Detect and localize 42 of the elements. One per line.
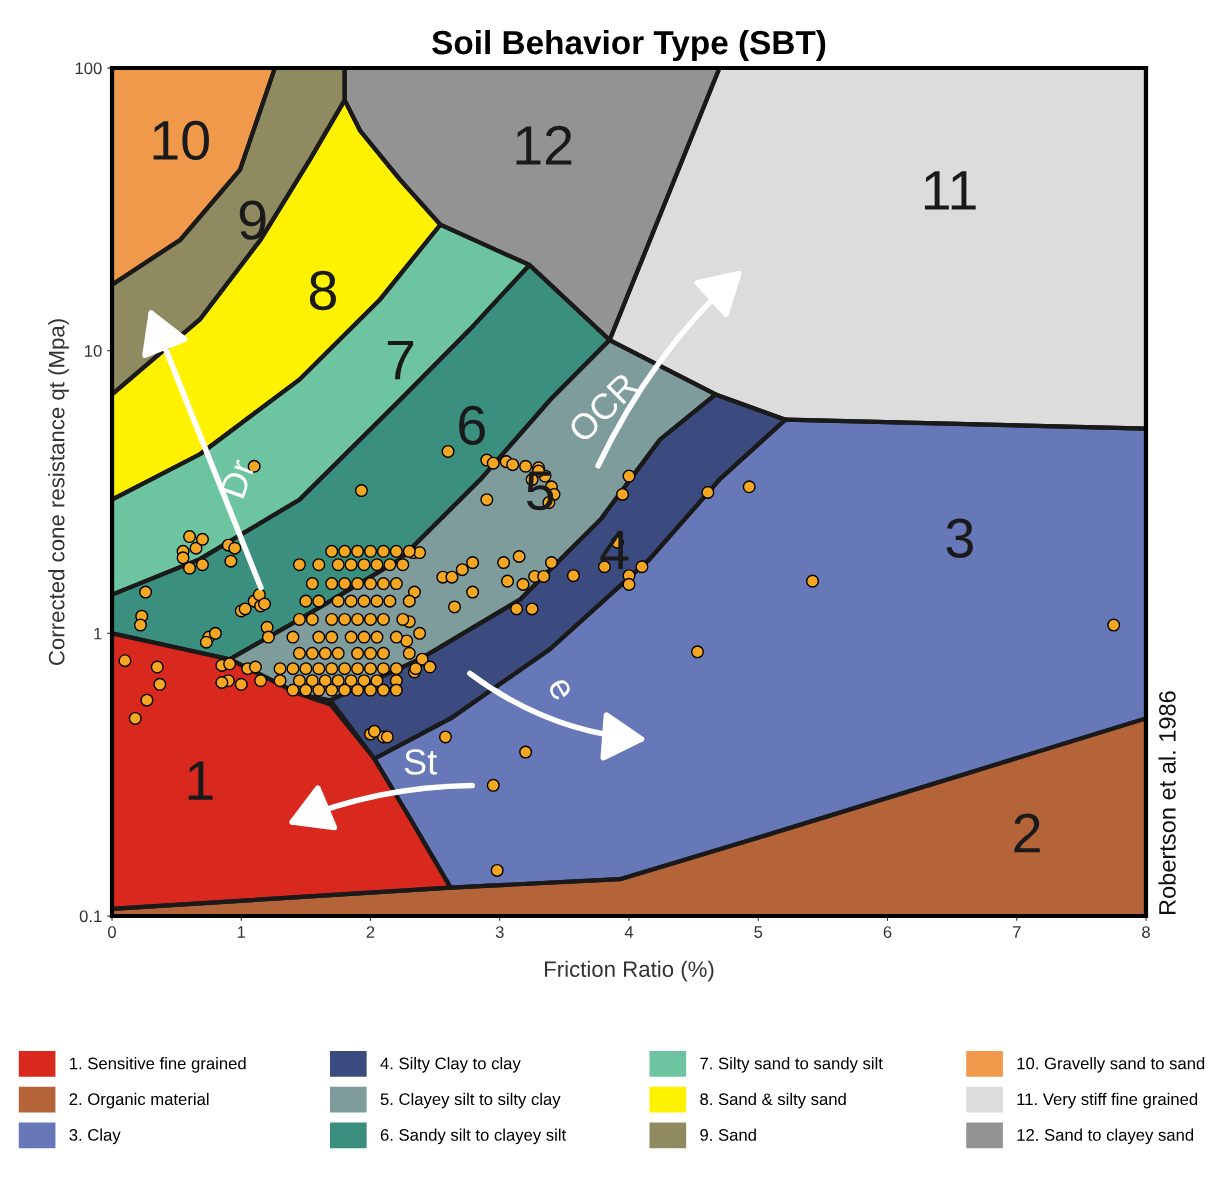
legend-label: 9. Sand xyxy=(700,1128,756,1141)
x-tick-label: 0 xyxy=(108,926,116,938)
y-tick-label: 0.1 xyxy=(79,910,102,923)
legend-label: 4. Silty Clay to clay xyxy=(380,1057,521,1073)
annotation: 11 xyxy=(924,171,976,210)
annotation: e xyxy=(547,677,573,702)
annotation: 3 xyxy=(946,518,973,558)
legend-label: 3. Clay xyxy=(69,1128,121,1145)
y-tick-label: 1 xyxy=(94,627,102,640)
x-axis-title: Friction Ratio (%) xyxy=(545,960,714,982)
annotation: St xyxy=(404,749,437,775)
legend-label: 11. Very stiff fine grained xyxy=(1017,1092,1198,1109)
legend-label: 7. Silty sand to sandy silt xyxy=(700,1057,883,1073)
legend-label: 12. Sand to clayey sand xyxy=(1017,1128,1194,1145)
legend-label: 10. Gravelly sand to sand xyxy=(1017,1057,1205,1073)
chart-title: Soil Behavior Type (SBT) xyxy=(432,29,826,62)
annotation: 6 xyxy=(459,405,485,446)
y-axis-title: Corrected cone resistance qt (Mpa) xyxy=(48,319,69,666)
annotation: 2 xyxy=(1014,813,1040,853)
annotation: 1 xyxy=(188,761,213,800)
x-tick-label: 6 xyxy=(883,926,892,938)
x-tick-label: 3 xyxy=(495,926,504,938)
annotation: 10 xyxy=(153,120,209,161)
y-tick-label: 100 xyxy=(75,62,102,75)
legend-label: 1. Sensitive fine grained xyxy=(70,1057,246,1073)
legend-label: 6. Sandy silt to clayey silt xyxy=(380,1128,567,1145)
legend-label: 5. Clayey silt to silty clay xyxy=(380,1092,561,1109)
x-tick-label: 4 xyxy=(624,926,634,938)
x-tick-label: 8 xyxy=(1142,926,1150,938)
annotation: 8 xyxy=(309,270,336,311)
annotation: 4 xyxy=(600,530,629,570)
x-tick-label: 7 xyxy=(1012,926,1021,938)
text: Robertson et al. 1986 xyxy=(1158,691,1176,915)
annotation: 9 xyxy=(239,200,266,240)
x-tick-label: 1 xyxy=(237,926,246,938)
y-tick-label: 10 xyxy=(85,345,102,357)
legend-label: 2. Organic material xyxy=(69,1092,209,1109)
x-tick-label: 2 xyxy=(366,926,375,938)
annotation: 12 xyxy=(516,125,572,165)
x-tick-label: 5 xyxy=(754,926,763,938)
legend-label: 8. Sand & silty sand xyxy=(700,1092,846,1109)
annotation: 7 xyxy=(387,340,414,380)
